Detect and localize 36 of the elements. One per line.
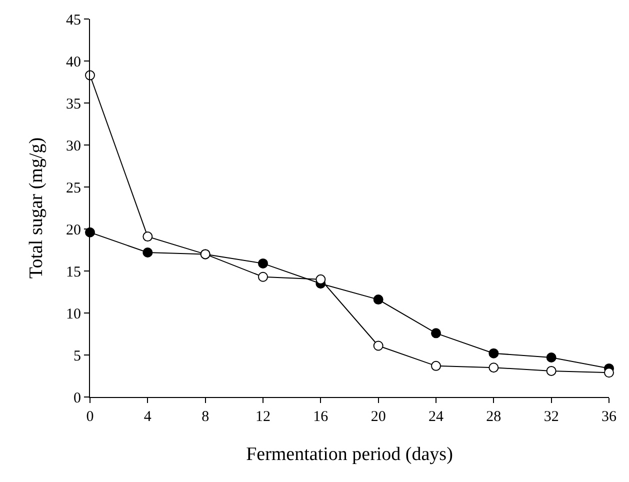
point — [488, 348, 499, 358]
y-tick-label: 40 — [66, 54, 81, 70]
y-tick-label: 20 — [66, 222, 81, 238]
point — [431, 360, 441, 371]
y-tick-label: 10 — [66, 306, 81, 322]
point — [431, 328, 441, 338]
x-tick-label: 16 — [313, 409, 329, 425]
y-tick-label: 15 — [66, 264, 81, 280]
point — [604, 368, 614, 378]
y-tick-label: 45 — [66, 12, 81, 28]
x-tick-label: 12 — [256, 409, 270, 425]
point — [373, 340, 384, 351]
y-tick-label: 5 — [74, 348, 81, 364]
point — [258, 258, 268, 268]
point — [142, 232, 153, 242]
x-tick-label: 0 — [86, 409, 94, 425]
y-tick-label: 25 — [66, 180, 81, 196]
point — [373, 294, 384, 305]
point — [546, 366, 556, 376]
point — [546, 352, 556, 363]
x-tick-label: 4 — [144, 409, 152, 425]
y-tick-label: 0 — [74, 390, 81, 406]
y-tick-label: 30 — [66, 138, 81, 154]
point — [488, 362, 499, 373]
y-tick-label: 35 — [66, 96, 81, 112]
x-tick-label: 8 — [202, 409, 210, 425]
x-tick-label: 20 — [370, 409, 386, 425]
x-tick-label: 36 — [602, 409, 617, 425]
point — [316, 274, 326, 284]
x-tick-label: 32 — [544, 409, 559, 425]
point — [258, 272, 268, 282]
x-tick-label: 28 — [486, 409, 502, 425]
x-axis-title: Fermentation period (days) — [246, 444, 453, 465]
point — [142, 248, 153, 258]
x-tick-label: 24 — [428, 409, 444, 425]
y-axis-title: Total sugar (mg/g) — [26, 137, 47, 279]
